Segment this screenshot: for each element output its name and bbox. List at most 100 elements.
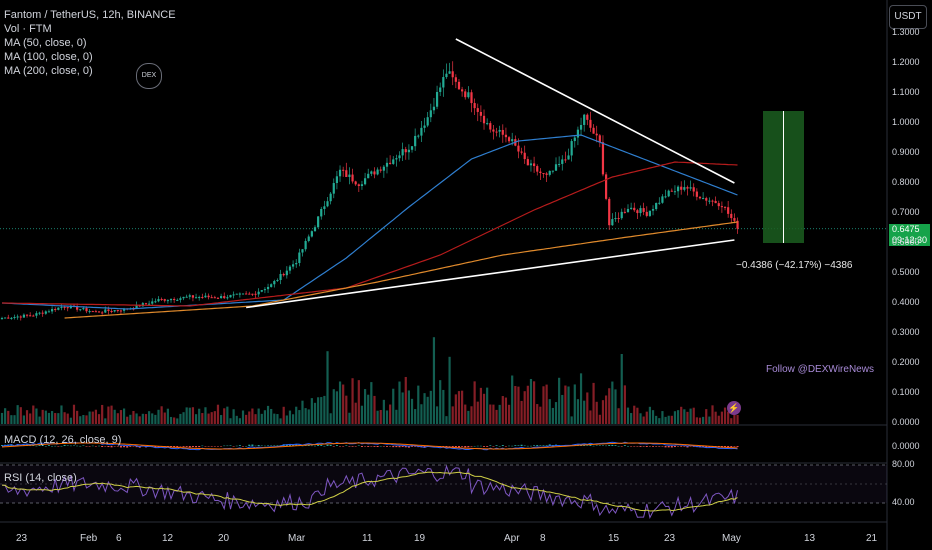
volume-bar <box>251 408 254 424</box>
macd-histogram-bar <box>198 446 201 448</box>
candle-body <box>695 191 698 197</box>
candle-body <box>686 187 689 189</box>
volume-bar <box>454 394 457 424</box>
candle-body <box>154 301 157 303</box>
rsi-axis-tick: 40.00 <box>892 497 915 507</box>
volume-bar <box>173 417 176 424</box>
candle-body <box>692 187 695 192</box>
volume-bar <box>157 409 160 424</box>
macd-histogram-bar <box>639 446 642 447</box>
volume-bar <box>0 412 4 424</box>
macd-histogram-bar <box>658 446 661 447</box>
macd-histogram-bar <box>611 444 614 446</box>
candle-body <box>107 309 110 311</box>
candle-body <box>445 73 448 78</box>
macd-histogram-bar <box>633 446 636 447</box>
macd-histogram-bar <box>41 444 44 446</box>
volume-bar <box>451 406 454 424</box>
candle-body <box>148 303 151 305</box>
volume-bar <box>335 391 339 424</box>
volume-bar <box>395 409 398 424</box>
candle-body <box>536 166 539 172</box>
volume-bar <box>135 413 138 424</box>
macd-histogram-bar <box>345 445 348 446</box>
volume-bar <box>138 416 141 424</box>
candle-body <box>313 227 317 232</box>
volume-bar <box>630 413 633 424</box>
macd-histogram-bar <box>730 446 733 447</box>
time-axis-tick: Apr <box>504 533 520 544</box>
volume-bar <box>69 417 72 424</box>
candle-body <box>439 87 442 92</box>
candle-body <box>407 149 410 153</box>
candle-body <box>194 297 198 299</box>
time-axis-tick: Feb <box>80 533 98 544</box>
candle-body <box>210 297 213 299</box>
candle-body <box>157 299 160 302</box>
rsi-title[interactable]: RSI (14, close) <box>4 472 77 484</box>
ma50-indicator-label[interactable]: MA (50, close, 0) <box>4 37 87 49</box>
macd-histogram-bar <box>498 445 501 447</box>
candle-body <box>79 309 82 311</box>
macd-histogram-bar <box>72 445 75 447</box>
candle-body <box>63 306 66 308</box>
macd-histogram-bar <box>354 446 357 447</box>
volume-bar <box>733 407 736 424</box>
macd-histogram-bar <box>273 445 276 446</box>
price-axis-tick: 1.1000 <box>892 87 920 97</box>
ma100-indicator-label[interactable]: MA (100, close, 0) <box>4 51 93 63</box>
candle-body <box>185 296 188 298</box>
volume-bar <box>498 404 501 424</box>
volume-bar <box>608 388 611 424</box>
candle-body <box>10 317 13 319</box>
macd-histogram-bar <box>486 446 489 447</box>
candle-body <box>736 220 739 229</box>
volume-bar <box>179 413 182 424</box>
macd-histogram-bar <box>16 444 19 446</box>
volume-bar <box>94 409 97 424</box>
currency-button[interactable]: USDT <box>889 5 927 29</box>
macd-histogram-bar <box>461 446 464 447</box>
macd-histogram-bar <box>60 445 63 447</box>
symbol-title[interactable]: Fantom / TetherUS, 12h, BINANCE <box>4 9 176 21</box>
volume-bar <box>160 406 163 424</box>
volume-bar <box>445 416 448 424</box>
ma200-indicator-label[interactable]: MA (200, close, 0) <box>4 65 93 77</box>
macd-histogram-bar <box>614 445 617 446</box>
candle-body <box>451 71 454 78</box>
volume-bar <box>705 409 708 424</box>
volume-indicator-label[interactable]: Vol · FTM <box>4 23 52 35</box>
volume-bar <box>357 380 360 424</box>
candle-body <box>348 174 351 178</box>
volume-bar <box>241 410 245 424</box>
volume-bar <box>29 413 32 424</box>
macd-histogram-bar <box>94 446 97 447</box>
macd-histogram-bar <box>116 446 119 447</box>
price-axis-tick: 0.1000 <box>892 387 920 397</box>
candle-body <box>564 159 567 161</box>
candle-body <box>727 207 730 214</box>
candle-body <box>160 299 163 301</box>
volume-bar <box>85 415 88 424</box>
candle-body <box>426 117 429 126</box>
candle-body <box>429 110 432 118</box>
candle-body <box>533 163 536 167</box>
macd-histogram-bar <box>323 445 326 447</box>
candle-body <box>166 300 169 302</box>
volume-bar <box>651 410 655 424</box>
macd-histogram-bar <box>91 445 94 447</box>
volume-bar <box>266 405 270 424</box>
candle-body <box>270 284 273 287</box>
lightning-icon[interactable]: ⚡ <box>727 401 741 415</box>
macd-histogram-bar <box>223 445 226 447</box>
candle-body <box>351 174 354 182</box>
volume-bar <box>16 405 19 424</box>
macd-title[interactable]: MACD (12, 26, close, 9) <box>4 434 122 446</box>
candle-body <box>329 193 332 202</box>
candle-body <box>630 207 633 209</box>
macd-histogram-bar <box>526 445 529 447</box>
candle-body <box>389 162 392 164</box>
volume-bar <box>291 414 295 424</box>
volume-bar <box>636 407 639 424</box>
